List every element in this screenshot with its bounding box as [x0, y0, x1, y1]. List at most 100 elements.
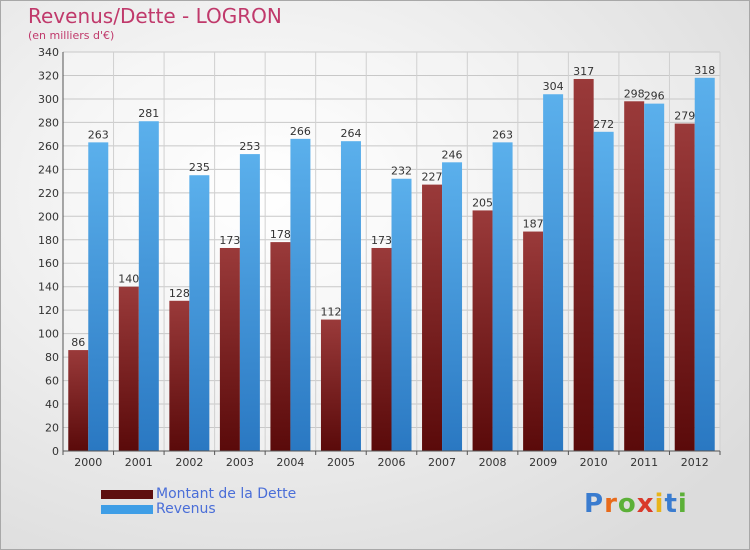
legend-item-dette: Montant de la Dette [101, 487, 296, 502]
data-label-dette: 112 [320, 306, 341, 319]
data-label-dette: 317 [573, 65, 594, 78]
bar-dette [573, 78, 594, 451]
data-label-dette: 140 [118, 273, 139, 286]
data-label-dette: 227 [422, 171, 443, 184]
x-tick-label: 2000 [74, 456, 102, 469]
bar-revenus [340, 141, 361, 451]
bar-dette [320, 319, 341, 451]
bars [68, 77, 715, 452]
bar-revenus [391, 178, 412, 451]
bar-revenus [442, 162, 463, 451]
data-label-dette: 128 [169, 287, 190, 300]
y-tick-label: 160 [38, 257, 59, 270]
data-label-dette: 279 [674, 110, 695, 123]
data-label-revenus: 235 [189, 161, 210, 174]
legend-label-revenus: Revenus [156, 501, 216, 517]
brand-letter: i [654, 489, 665, 519]
data-label-dette: 86 [71, 336, 85, 349]
bar-revenus [543, 94, 564, 451]
brand-letter: t [664, 489, 678, 519]
x-tick-label: 2002 [175, 456, 203, 469]
x-tick-label: 2006 [378, 456, 406, 469]
data-label-dette: 187 [523, 218, 544, 231]
bar-dette [169, 300, 190, 451]
data-label-dette: 173 [371, 234, 392, 247]
bar-revenus [644, 103, 665, 452]
axes: 0 20 40 60 80 100 120 140 160 180 200 220 240 260 280 3… [38, 46, 721, 469]
y-tick-label: 180 [38, 234, 59, 247]
bar-dette [472, 210, 493, 451]
bar-dette [422, 184, 443, 451]
bar-revenus [694, 77, 715, 451]
legend-item-revenus: Revenus [101, 502, 296, 517]
chart-title: Revenus/Dette - LOGRON [28, 4, 282, 28]
x-tick-label: 2009 [529, 456, 557, 469]
data-label-revenus: 304 [543, 80, 564, 93]
x-tick-label: 2010 [580, 456, 608, 469]
x-tick-label: 2005 [327, 456, 355, 469]
legend: Montant de la Dette Revenus [101, 487, 296, 517]
x-tick-label: 2003 [226, 456, 254, 469]
data-label-revenus: 296 [644, 90, 665, 103]
y-tick-label: 40 [45, 398, 59, 411]
y-tick-label: 300 [38, 93, 59, 106]
data-label-revenus: 263 [88, 128, 109, 141]
data-label-dette: 298 [624, 87, 645, 100]
bar-dette [219, 247, 240, 451]
brand-letter: x [636, 489, 655, 519]
y-tick-label: 200 [38, 210, 59, 223]
bar-revenus [88, 142, 109, 452]
data-label-revenus: 232 [391, 165, 412, 178]
x-tick-label: 2007 [428, 456, 456, 469]
y-tick-label: 0 [52, 445, 59, 458]
y-tick-label: 100 [38, 328, 59, 341]
y-tick-label: 140 [38, 281, 59, 294]
bar-dette [270, 242, 291, 451]
bar-dette [523, 231, 544, 451]
bar-dette [371, 247, 392, 451]
data-label-dette: 178 [270, 228, 291, 241]
data-label-revenus: 318 [694, 64, 715, 77]
y-tick-label: 260 [38, 140, 59, 153]
x-tick-label: 2012 [681, 456, 709, 469]
y-tick-label: 80 [45, 351, 59, 364]
y-tick-label: 60 [45, 375, 59, 388]
data-label-revenus: 281 [138, 107, 159, 120]
legend-swatch-revenus [101, 505, 153, 514]
brand-letter: o [617, 489, 637, 519]
data-label-dette: 173 [219, 234, 240, 247]
y-tick-label: 20 [45, 422, 59, 435]
data-labels: 86 263 140 281 128 235 173 253 178 266 112 264 173 23… [71, 64, 715, 349]
brand-letter: P [584, 489, 605, 519]
y-tick-label: 320 [38, 69, 59, 82]
data-label-revenus: 253 [239, 140, 260, 153]
brand-logo: Proxiti [584, 489, 688, 519]
bar-dette [118, 286, 139, 451]
x-tick-label: 2008 [479, 456, 507, 469]
legend-swatch-dette [101, 490, 153, 499]
data-label-revenus: 264 [340, 127, 361, 140]
bar-revenus [492, 142, 513, 452]
data-label-dette: 205 [472, 196, 493, 209]
y-tick-label: 340 [38, 46, 59, 59]
bar-dette [68, 350, 89, 451]
y-tick-label: 280 [38, 116, 59, 129]
data-label-revenus: 266 [290, 125, 311, 138]
bar-revenus [189, 175, 210, 451]
x-tick-label: 2001 [125, 456, 153, 469]
bar-dette [624, 101, 645, 451]
brand-letter: r [604, 489, 618, 519]
legend-label-dette: Montant de la Dette [156, 486, 297, 502]
x-tick-label: 2011 [630, 456, 658, 469]
y-tick-label: 220 [38, 187, 59, 200]
bar-revenus [138, 121, 159, 452]
data-label-revenus: 272 [593, 118, 614, 131]
data-label-revenus: 246 [442, 148, 463, 161]
y-tick-label: 120 [38, 304, 59, 317]
bar-revenus [593, 131, 614, 452]
bar-revenus [290, 138, 311, 451]
brand-letter: i [677, 489, 688, 519]
data-label-revenus: 263 [492, 128, 513, 141]
